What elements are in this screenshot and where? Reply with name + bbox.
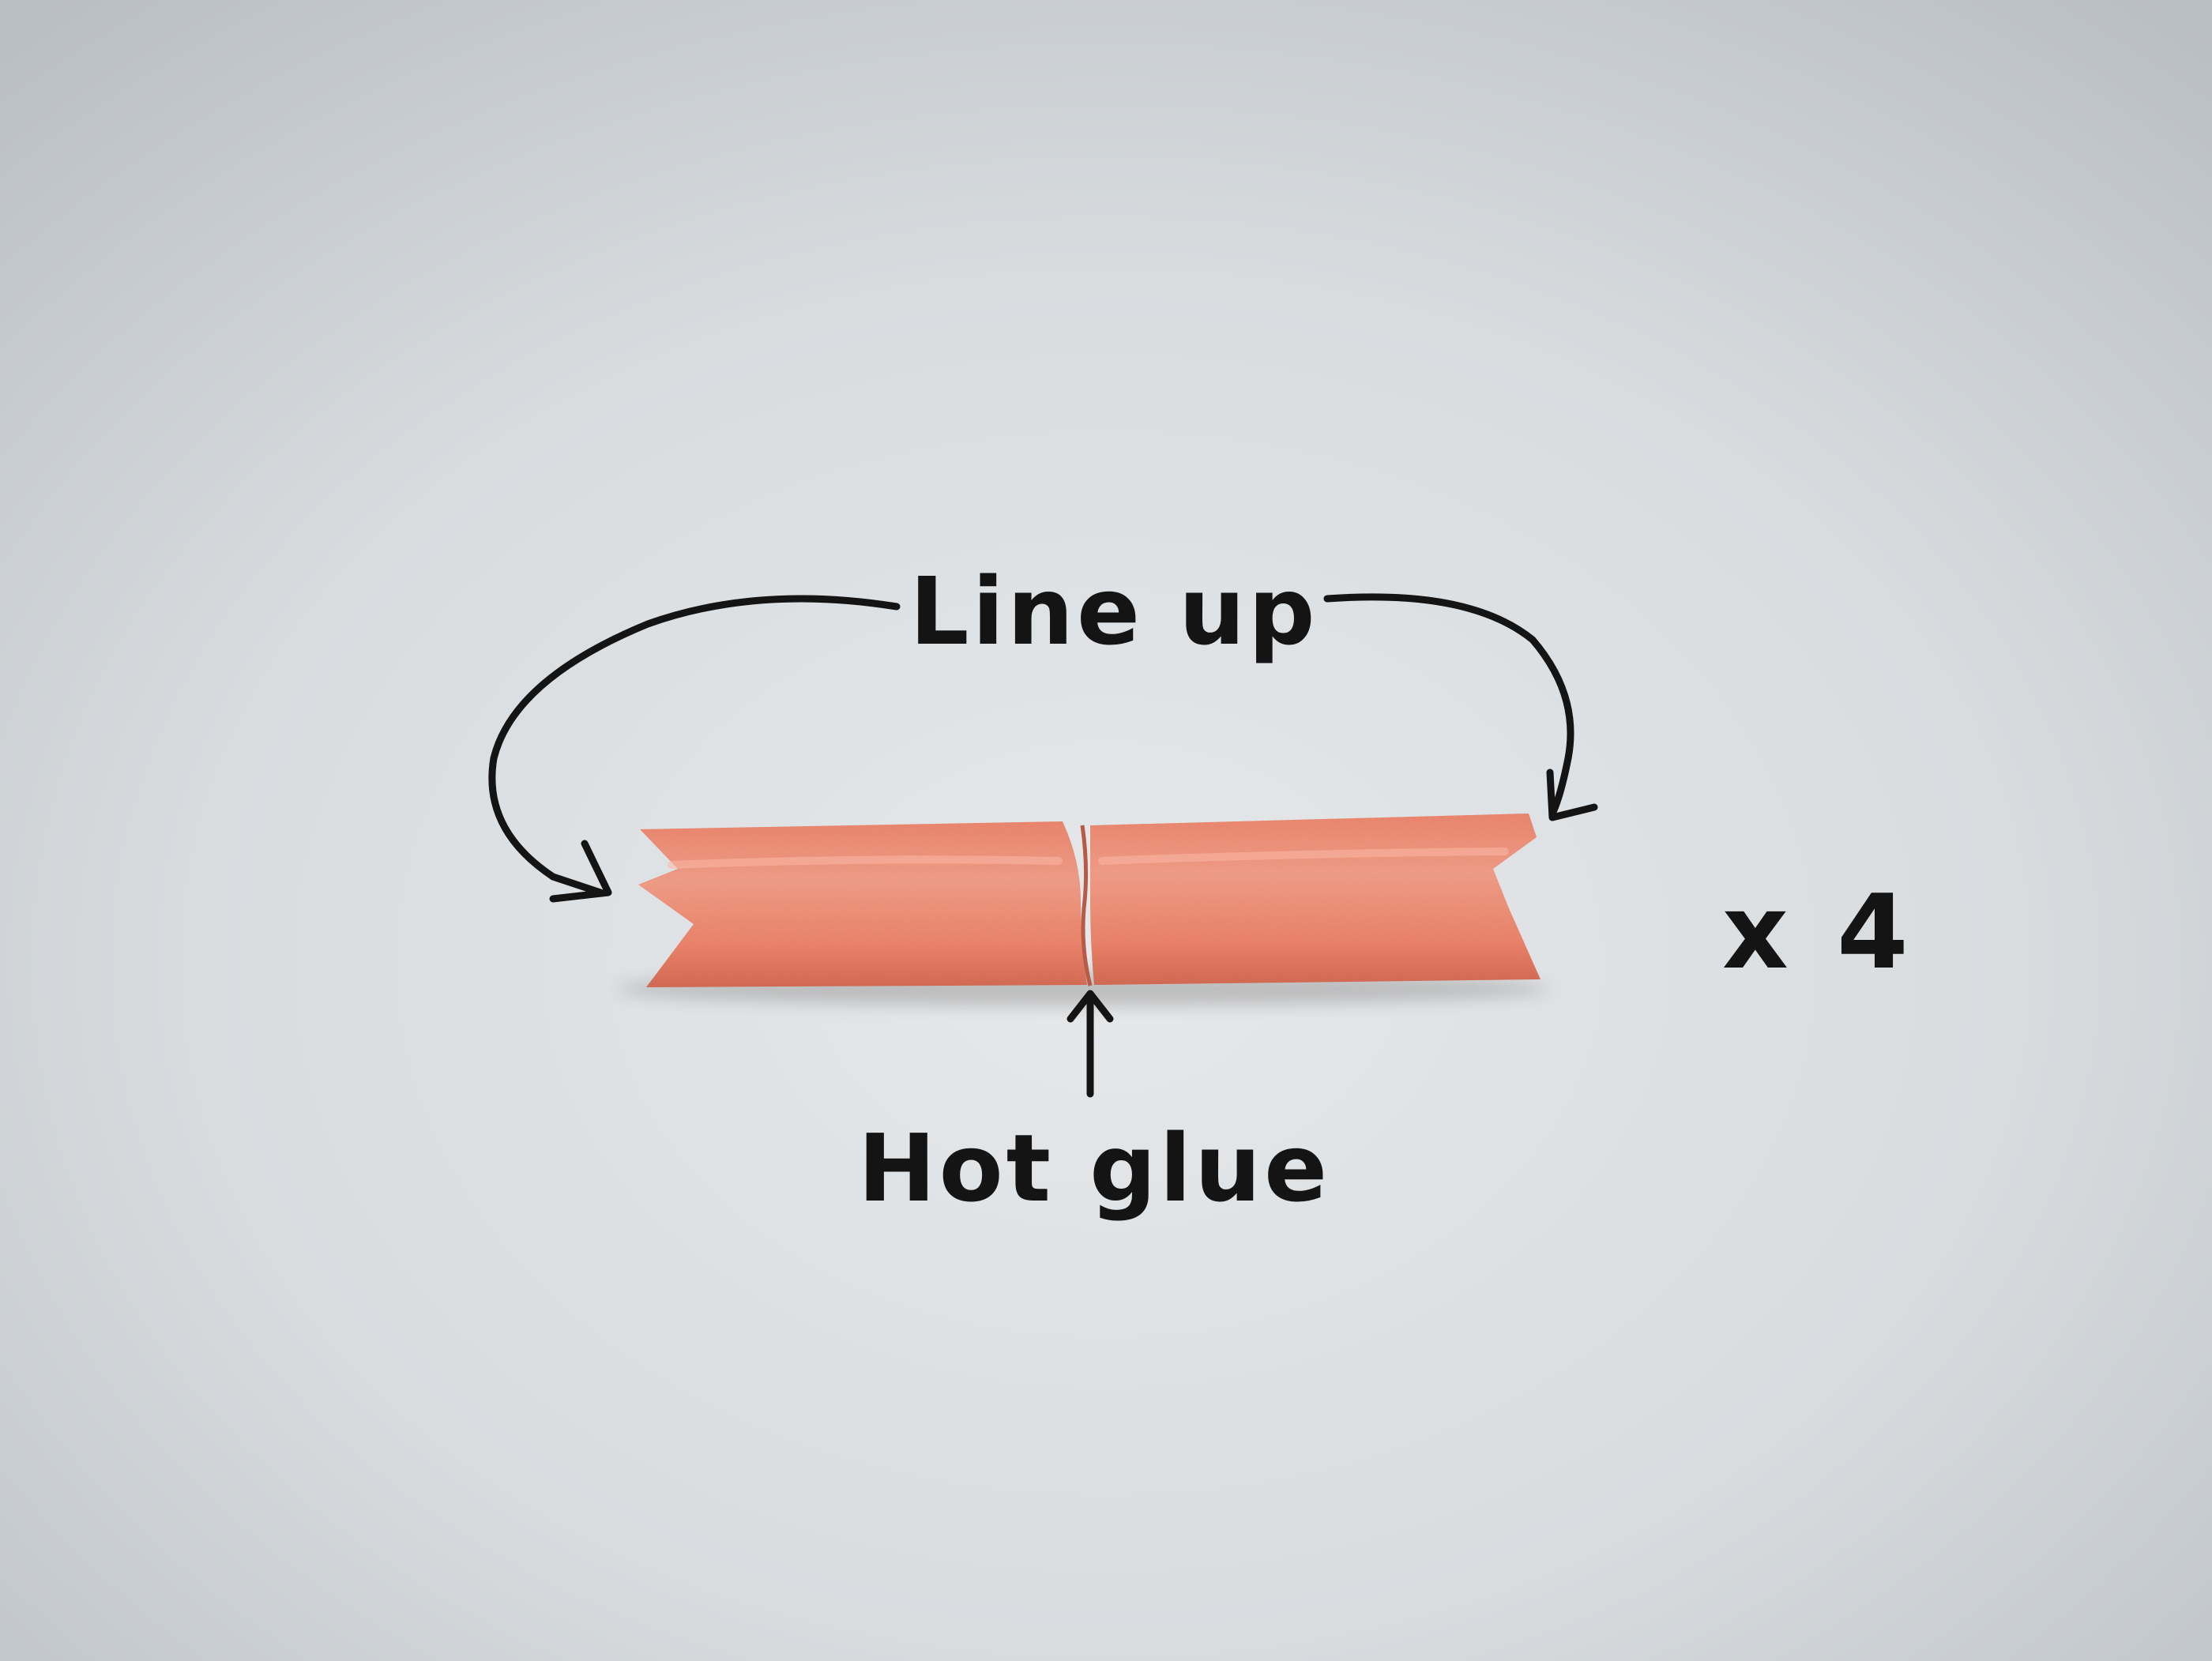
foam-highlight-right [1098, 847, 1509, 865]
foam-piece-left [638, 821, 1087, 987]
arrowhead-hot-glue [1066, 990, 1114, 1023]
foam-piece-right [1090, 814, 1540, 985]
arrow-line-up-left [488, 595, 901, 896]
label-line-up: Line up [909, 557, 1318, 666]
arrowhead-left [549, 840, 612, 903]
arrow-line-up-right [1323, 593, 1574, 817]
label-multiplier: x 4 [1722, 872, 1915, 992]
arrowhead-right [1546, 768, 1598, 821]
label-hot-glue: Hot glue [858, 1114, 1330, 1223]
foam-highlight [668, 855, 1063, 869]
foam-joint-seam [1080, 825, 1093, 986]
